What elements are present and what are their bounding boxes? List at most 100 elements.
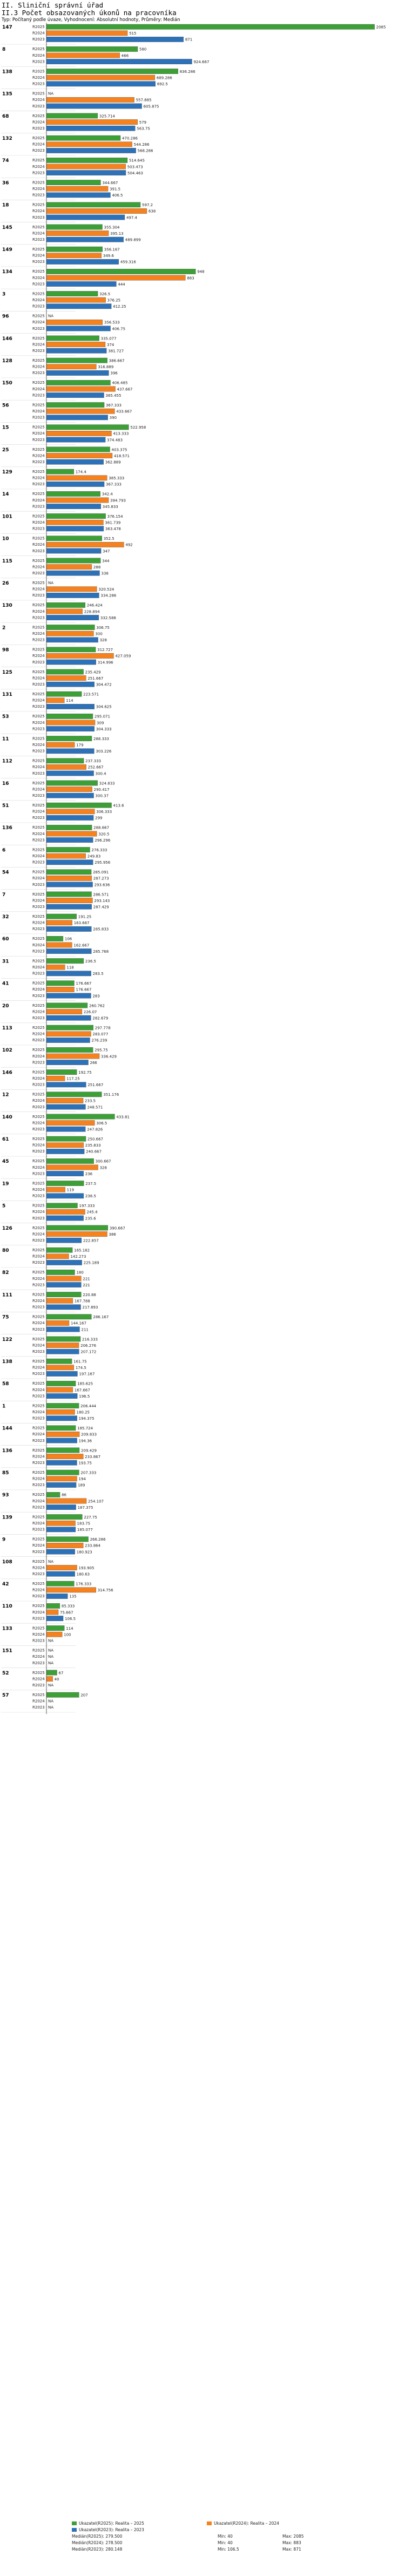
bar-r2024 xyxy=(46,1365,75,1371)
series-label: R2024 xyxy=(32,1188,45,1192)
bar-r2023 xyxy=(46,1193,84,1199)
data-label: 362.889 xyxy=(105,460,121,465)
bar-r2024 xyxy=(46,408,115,414)
series-label: R2023 xyxy=(32,1038,45,1042)
series-label: R2025 xyxy=(32,492,45,496)
group-label: 128 xyxy=(2,358,12,364)
data-label: 332.588 xyxy=(100,616,116,620)
data-label: 216.333 xyxy=(82,1337,98,1341)
bar-r2023 xyxy=(46,592,99,598)
series-label: R2024 xyxy=(32,1699,45,1704)
bar-r2024 xyxy=(46,1409,75,1415)
series-label: R2024 xyxy=(32,342,45,347)
bar-r2023 xyxy=(46,1593,68,1599)
series-label: R2025 xyxy=(32,69,45,73)
series-label: R2024 xyxy=(32,876,45,880)
series-label: R2024 xyxy=(32,231,45,235)
data-label: 249.83 xyxy=(87,855,101,859)
group-label: 8 xyxy=(2,47,5,52)
data-label: 183.75 xyxy=(77,1522,91,1526)
bar-r2025 xyxy=(46,1225,109,1231)
data-label: 391.5 xyxy=(110,187,120,192)
data-label: 246.424 xyxy=(87,604,103,608)
bar-r2025 xyxy=(46,1692,79,1698)
bar-r2025 xyxy=(46,780,98,786)
bar-r2024 xyxy=(46,1431,80,1437)
bar-r2024 xyxy=(46,1320,70,1326)
data-label: 266 xyxy=(90,1061,98,1065)
series-label: R2023 xyxy=(32,37,45,42)
data-label: 924.667 xyxy=(193,60,209,64)
data-label: 119 xyxy=(67,1188,74,1192)
series-label: R2023 xyxy=(32,1639,45,1643)
data-label: 217.893 xyxy=(83,1305,98,1310)
bar-r2025 xyxy=(46,424,129,430)
series-label: R2024 xyxy=(32,276,45,280)
data-label: 376.25 xyxy=(107,299,121,303)
data-label: 363.478 xyxy=(105,527,121,531)
bar-r2023 xyxy=(46,1304,81,1310)
bar-r2024 xyxy=(46,742,75,748)
group-label: 53 xyxy=(2,714,9,720)
series-label: R2023 xyxy=(32,1416,45,1421)
series-label: R2024 xyxy=(32,1076,45,1081)
bar-r2025 xyxy=(46,891,92,897)
series-label: R2024 xyxy=(32,53,45,58)
bar-r2023 xyxy=(46,392,104,398)
data-label: 180.63 xyxy=(77,1572,90,1577)
na-label: NA xyxy=(48,1705,53,1710)
series-label: R2024 xyxy=(32,320,45,324)
series-label: R2023 xyxy=(32,615,45,620)
group-label: 10 xyxy=(2,537,9,542)
series-label: R2024 xyxy=(32,632,45,636)
series-label: R2023 xyxy=(32,416,45,420)
group-label: 32 xyxy=(2,914,9,920)
series-label: R2024 xyxy=(32,1432,45,1436)
group-label: 75 xyxy=(2,1315,9,1320)
series-label: R2023 xyxy=(32,638,45,642)
group-label: 54 xyxy=(2,870,9,876)
series-label: R2023 xyxy=(32,949,45,953)
bar-r2025 xyxy=(46,1336,81,1342)
series-label: R2024 xyxy=(32,1299,45,1303)
bar-r2024 xyxy=(46,1676,53,1682)
data-label: 220.88 xyxy=(83,1293,96,1297)
bar-r2023 xyxy=(46,1504,76,1510)
bar-r2024 xyxy=(46,431,112,436)
bar-r2025 xyxy=(46,1247,73,1253)
series-label: R2023 xyxy=(32,927,45,931)
bar-r2024 xyxy=(46,764,86,770)
series-label: R2024 xyxy=(32,987,45,992)
series-label: R2025 xyxy=(32,269,45,274)
data-label: 75.667 xyxy=(60,1610,73,1615)
series-label: R2023 xyxy=(32,816,45,820)
na-label: NA xyxy=(48,581,53,585)
data-label: 367.333 xyxy=(106,483,122,487)
bar-r2023 xyxy=(46,1148,85,1154)
data-label: 374 xyxy=(107,343,114,347)
bar-r2025 xyxy=(46,736,92,742)
data-label: 226.07 xyxy=(84,1010,97,1014)
bar-r2024 xyxy=(46,1097,84,1103)
data-label: 236.5 xyxy=(85,959,96,964)
series-label: R2024 xyxy=(32,921,45,925)
data-label: 489.899 xyxy=(125,238,141,242)
series-label: R2023 xyxy=(32,82,45,86)
series-label: R2023 xyxy=(32,371,45,375)
bar-r2025 xyxy=(46,1292,82,1297)
data-label: 492 xyxy=(125,543,132,547)
series-label: R2023 xyxy=(32,104,45,109)
na-label: NA xyxy=(48,1699,53,1704)
series-label: R2024 xyxy=(32,1388,45,1392)
group-label: 11 xyxy=(2,736,9,742)
data-label: 335.077 xyxy=(101,336,117,341)
data-label: 497.4 xyxy=(126,215,138,220)
bar-r2023 xyxy=(46,437,106,443)
bar-r2024 xyxy=(46,631,94,636)
bar-r2024 xyxy=(46,52,120,58)
series-label: R2025 xyxy=(32,1270,45,1275)
data-label: 254.107 xyxy=(88,1499,104,1503)
series-label: R2024 xyxy=(32,543,45,547)
series-label: R2023 xyxy=(32,860,45,865)
series-label: R2025 xyxy=(32,1560,45,1564)
